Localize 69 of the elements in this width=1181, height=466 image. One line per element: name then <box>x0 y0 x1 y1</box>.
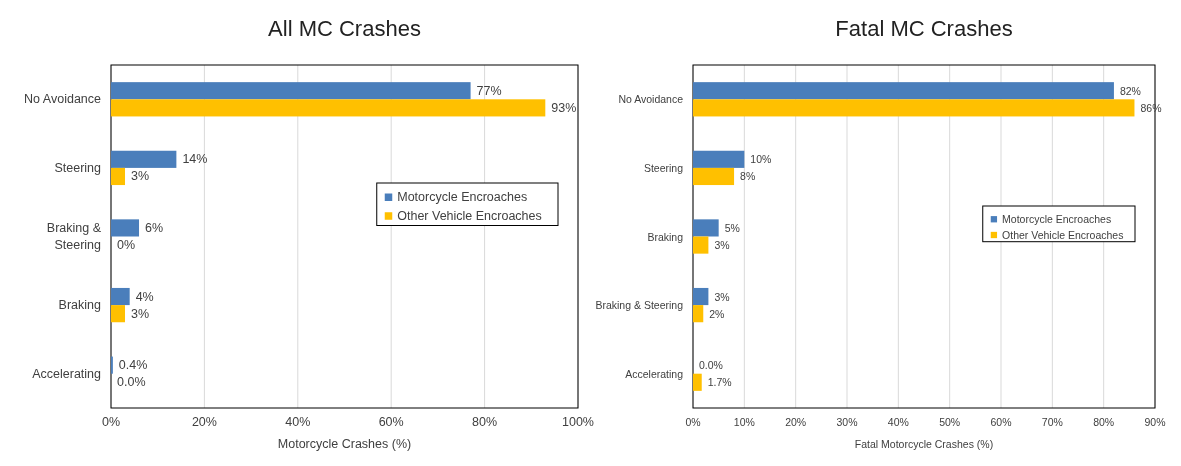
bar <box>693 373 702 391</box>
data-label: 8% <box>740 170 756 183</box>
x-tick-label: 40% <box>285 415 311 429</box>
x-tick-label: 20% <box>785 416 807 428</box>
bar <box>693 167 735 186</box>
data-label: 14% <box>182 152 208 167</box>
bar <box>693 287 709 306</box>
x-tick-label: 60% <box>990 416 1012 428</box>
data-label: 4% <box>135 289 154 304</box>
data-label: 3% <box>714 290 730 303</box>
data-label: 0.0% <box>117 375 146 390</box>
data-label: 6% <box>145 220 164 235</box>
x-tick-label: 80% <box>1093 416 1115 428</box>
bar <box>693 236 709 254</box>
x-tick-label: 100% <box>562 415 594 429</box>
bar <box>693 150 745 168</box>
y-tick-label: Accelerating <box>625 367 684 380</box>
data-label: 77% <box>476 83 502 98</box>
x-tick-label: 80% <box>472 415 498 429</box>
x-tick-label: 70% <box>1041 416 1063 428</box>
bar <box>111 167 126 186</box>
bar <box>111 219 140 237</box>
x-tick-label: 0% <box>685 416 701 428</box>
bar <box>111 150 177 168</box>
y-tick-label: Steering <box>643 161 684 174</box>
x-tick-label: 20% <box>191 415 217 429</box>
data-label: 0.4% <box>118 358 148 373</box>
data-label: 0.0% <box>699 359 723 372</box>
data-label: 10% <box>750 153 772 166</box>
x-tick-label: 60% <box>378 415 404 429</box>
data-label: 3% <box>131 169 150 184</box>
legend-label: Other Vehicle Encroaches <box>397 209 542 223</box>
chart-title: Fatal MC Crashes <box>835 16 1013 41</box>
x-tick-label: 40% <box>887 416 909 428</box>
data-label: 0% <box>117 238 136 253</box>
legend-label: Motorcycle Encroaches <box>1002 213 1112 226</box>
y-tick-label: Accelerating <box>32 366 102 381</box>
data-label: 93% <box>551 100 577 115</box>
bar <box>693 305 704 323</box>
x-tick-label: 0% <box>101 415 121 429</box>
bar <box>693 99 1135 117</box>
legend-label: Other Vehicle Encroaches <box>1002 229 1124 241</box>
data-label: 3% <box>131 306 150 321</box>
data-label: 5% <box>724 221 740 234</box>
legend-label: Motorcycle Encroaches <box>397 190 528 205</box>
data-label: 1.7% <box>707 376 732 389</box>
bar <box>693 219 719 237</box>
y-tick-label: Braking & Steering <box>595 299 684 312</box>
y-tick-label: No Avoidance <box>618 93 684 106</box>
x-axis-title: Motorcycle Crashes (%) <box>277 437 412 451</box>
y-tick-label: Steering <box>54 160 102 175</box>
x-tick-label: 10% <box>733 416 755 428</box>
data-label: 3% <box>714 239 730 252</box>
data-label: 82% <box>1119 84 1141 97</box>
bar <box>111 99 546 117</box>
x-axis-title: Fatal Motorcycle Crashes (%) <box>854 438 994 450</box>
bar <box>111 305 126 323</box>
y-tick-label: Braking & Steering <box>46 220 102 253</box>
data-label: 2% <box>709 307 725 320</box>
y-tick-label: Braking <box>58 298 102 313</box>
bar <box>111 82 471 100</box>
y-tick-label: Braking <box>647 230 684 243</box>
bar <box>693 82 1114 100</box>
x-tick-label: 50% <box>939 416 961 428</box>
x-tick-label: 30% <box>836 416 858 428</box>
x-tick-label: 90% <box>1144 416 1166 428</box>
y-tick-label: No Avoidance <box>24 92 102 107</box>
chart-title: All MC Crashes <box>268 16 421 41</box>
bar <box>111 287 130 306</box>
